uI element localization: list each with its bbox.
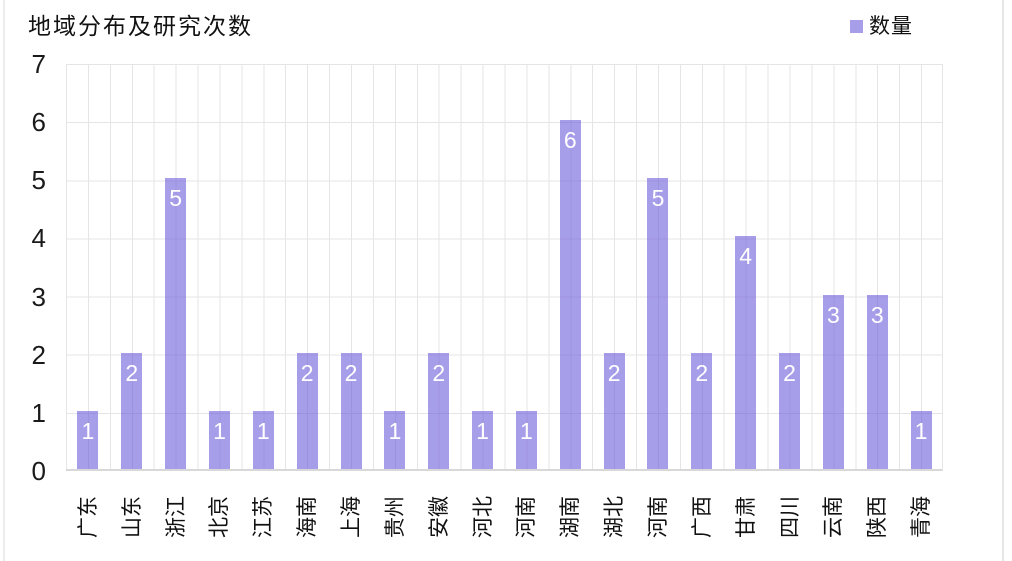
y-axis-tick-label: 4 — [31, 223, 46, 254]
chart-frame-left-border — [3, 0, 5, 561]
x-axis-category-label: 四川 — [777, 496, 802, 538]
bar: 2 — [779, 352, 801, 469]
bar: 6 — [559, 120, 581, 469]
bar-data-label: 2 — [125, 359, 139, 386]
bar-data-label: 3 — [870, 301, 884, 328]
bar: 1 — [472, 410, 494, 469]
x-axis-category-label: 青海 — [909, 496, 934, 538]
x-axis-category-label: 湖南 — [558, 496, 583, 538]
x-axis-category-label: 湖北 — [602, 496, 627, 538]
x-axis-category-label: 云南 — [821, 496, 846, 538]
bar: 2 — [428, 352, 450, 469]
bar-data-label: 2 — [300, 359, 314, 386]
x-axis-category-label: 安徽 — [426, 496, 451, 538]
bar: 5 — [165, 178, 187, 469]
bar: 2 — [603, 352, 625, 469]
y-axis-tick-label: 1 — [31, 397, 46, 428]
x-axis-category-label: 浙江 — [163, 496, 188, 538]
bar-data-label: 2 — [432, 359, 446, 386]
bar: 2 — [121, 352, 143, 469]
chart-title: 地域分布及研究次数 — [28, 14, 253, 40]
x-axis-category-label: 广东 — [75, 496, 100, 538]
x-axis-category-label: 江苏 — [251, 496, 276, 538]
x-axis-category-label: 海南 — [295, 496, 320, 538]
x-axis-category-label: 陕西 — [865, 496, 890, 538]
bar-data-label: 1 — [388, 417, 402, 444]
bar-data-label: 2 — [344, 359, 358, 386]
bar-data-label: 2 — [695, 359, 709, 386]
y-axis-tick-label: 3 — [31, 281, 46, 312]
x-axis-category-label: 北京 — [207, 496, 232, 538]
x-axis-category-label: 河北 — [470, 496, 495, 538]
bar-data-label: 2 — [607, 359, 621, 386]
x-axis-category-label: 广西 — [689, 496, 714, 538]
x-axis-category-label: 贵州 — [382, 496, 407, 538]
x-axis-category-label: 上海 — [339, 496, 364, 538]
bar: 2 — [340, 352, 362, 469]
y-axis-tick-label: 0 — [31, 456, 46, 486]
x-axis-category-label: 河南 — [514, 496, 539, 538]
bar: 2 — [691, 352, 713, 469]
bar-data-label: 4 — [739, 243, 753, 270]
bar: 1 — [252, 410, 274, 469]
plot-area: 1 2 5 1 1 2 2 1 2 1 1 6 2 5 2 4 2 3 3 1 — [66, 64, 943, 471]
bar-data-label: 1 — [914, 417, 928, 444]
x-axis-category-label: 山东 — [119, 496, 144, 538]
x-axis-category-label: 河南 — [645, 496, 670, 538]
bar-data-label: 1 — [81, 417, 95, 444]
bar: 3 — [866, 294, 888, 469]
legend: 数量 — [850, 10, 913, 40]
bar-data-label: 2 — [783, 359, 796, 386]
y-axis-tick-label: 2 — [31, 339, 46, 370]
bar-data-label: 1 — [520, 417, 533, 444]
bar-data-label: 6 — [563, 127, 577, 154]
legend-series-label: 数量 — [869, 14, 913, 38]
y-axis-tick-label: 5 — [31, 165, 46, 196]
y-axis-tick-label: 6 — [31, 107, 46, 138]
bar: 1 — [77, 410, 99, 469]
legend-color-swatch-icon — [850, 19, 863, 33]
bar: 2 — [296, 352, 318, 469]
bar-data-label: 5 — [651, 185, 665, 212]
y-axis-tick-label: 7 — [31, 49, 46, 79]
bar-data-label: 1 — [213, 417, 226, 444]
bar-data-label: 1 — [256, 417, 270, 444]
bar: 3 — [822, 294, 844, 469]
bar: 4 — [735, 236, 757, 469]
x-axis-category-label: 甘肃 — [733, 496, 758, 538]
bar-data-label: 1 — [476, 417, 489, 444]
bar: 1 — [910, 410, 932, 469]
bar-data-label: 3 — [826, 301, 840, 328]
bar: 1 — [515, 410, 537, 469]
bar: 1 — [384, 410, 406, 469]
bar-data-label: 5 — [169, 185, 183, 212]
bar: 1 — [208, 410, 230, 469]
bar: 5 — [647, 178, 669, 469]
chart-frame-right-border — [1002, 0, 1004, 561]
